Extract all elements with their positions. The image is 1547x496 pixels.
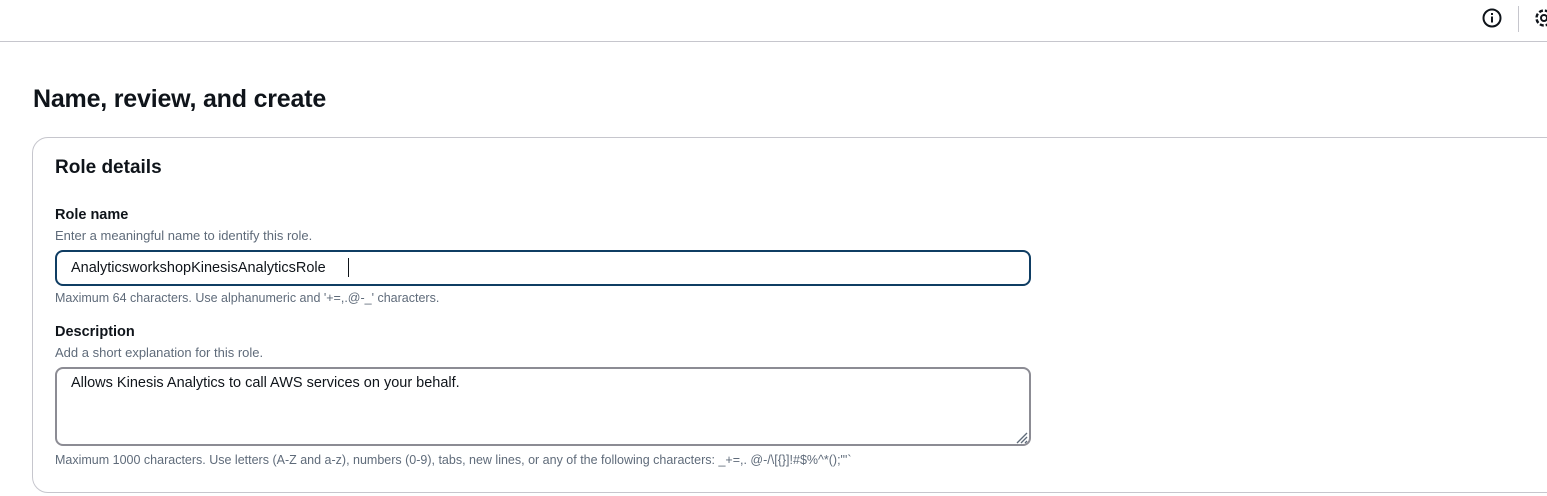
role-name-label: Role name xyxy=(55,207,128,223)
top-navigation-bar xyxy=(0,0,1547,42)
info-icon[interactable] xyxy=(1481,7,1503,29)
description-help-text: Add a short explanation for this role. xyxy=(55,345,263,360)
settings-icon[interactable] xyxy=(1533,7,1547,29)
role-name-input[interactable] xyxy=(55,250,1031,286)
resize-handle-icon[interactable] xyxy=(1014,430,1028,444)
page-title: Name, review, and create xyxy=(33,85,326,114)
toolbar-divider xyxy=(1518,6,1519,32)
text-cursor xyxy=(348,258,349,277)
description-textarea[interactable]: Allows Kinesis Analytics to call AWS ser… xyxy=(55,367,1031,446)
role-name-description: Enter a meaningful name to identify this… xyxy=(55,228,312,243)
role-name-constraint: Maximum 64 characters. Use alphanumeric … xyxy=(55,291,439,305)
description-constraint: Maximum 1000 characters. Use letters (A-… xyxy=(55,453,852,467)
description-label: Description xyxy=(55,324,135,340)
role-details-heading: Role details xyxy=(55,157,162,179)
